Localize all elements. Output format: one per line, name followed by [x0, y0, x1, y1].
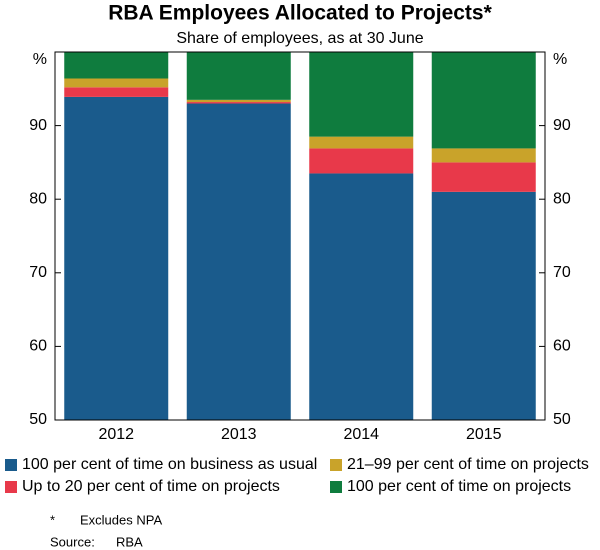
x-tick-label: 2012: [98, 426, 134, 443]
y-tick-label: 50: [29, 411, 47, 428]
bar-segment: [431, 191, 536, 420]
bar-segment: [186, 99, 291, 103]
chart-subtitle: Share of employees, as at 30 June: [176, 30, 423, 47]
y2-tick-label: 60: [553, 338, 571, 355]
footnote-text: Excludes NPA: [80, 512, 162, 527]
y2-tick-label: 90: [553, 117, 571, 134]
source-text: RBA: [116, 534, 143, 549]
y2-tick-label: 50: [553, 411, 571, 428]
bar-segment: [309, 173, 414, 420]
bar-segment: [431, 162, 536, 192]
y-tick-label: 80: [29, 190, 47, 207]
legend-swatch: [330, 459, 342, 471]
legend-swatch: [5, 459, 17, 471]
bar-segment: [309, 136, 414, 149]
y-tick-label: 90: [29, 117, 47, 134]
y2-tick-label: 80: [553, 190, 571, 207]
legend-label: 100 per cent of time on projects: [347, 478, 571, 495]
bar-segment: [186, 52, 291, 100]
bar-segment: [64, 87, 169, 97]
plot-frame: [54, 51, 546, 421]
y2-tick-label: 70: [553, 264, 571, 281]
legend-swatch: [330, 481, 342, 493]
bar-segment: [431, 52, 536, 149]
legend-label: Up to 20 per cent of time on projects: [22, 478, 280, 495]
x-tick-label: 2013: [221, 426, 257, 443]
bar-segment: [309, 52, 414, 137]
y-unit-right: %: [553, 51, 567, 68]
y-unit-left: %: [33, 51, 47, 68]
bar-segment: [64, 78, 169, 88]
legend-label: 21–99 per cent of time on projects: [347, 456, 589, 473]
x-tick-label: 2014: [343, 426, 379, 443]
footnote-marker: *: [50, 512, 55, 527]
source-label: Source:: [50, 534, 95, 549]
legend-swatch: [5, 481, 17, 493]
y-tick-label: 60: [29, 338, 47, 355]
bar-segment: [64, 96, 169, 420]
bar-segment: [431, 148, 536, 163]
bar-segment: [186, 103, 291, 421]
bar-segment: [309, 148, 414, 174]
y-tick-label: 70: [29, 264, 47, 281]
bar-segment: [186, 102, 291, 104]
x-tick-label: 2015: [466, 426, 502, 443]
chart-title: RBA Employees Allocated to Projects*: [108, 2, 492, 25]
bar-segment: [64, 52, 169, 79]
legend-label: 100 per cent of time on business as usua…: [22, 456, 317, 473]
